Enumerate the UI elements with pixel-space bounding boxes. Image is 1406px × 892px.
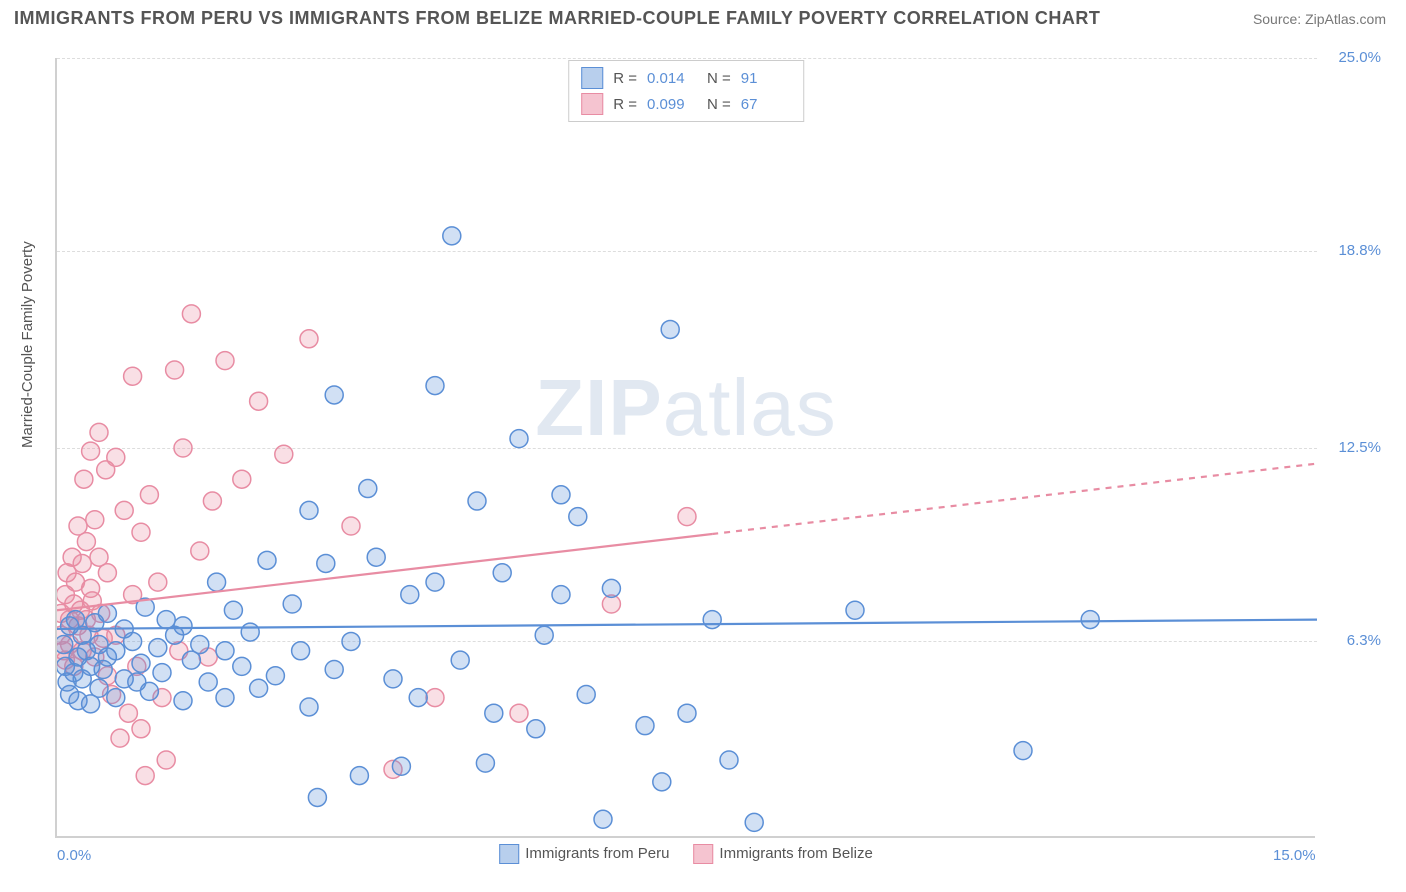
legend-swatch-peru bbox=[581, 67, 603, 89]
legend-series: Immigrants from Peru Immigrants from Bel… bbox=[499, 844, 873, 864]
legend-label-peru: Immigrants from Peru bbox=[525, 845, 669, 862]
page-title: IMMIGRANTS FROM PERU VS IMMIGRANTS FROM … bbox=[14, 8, 1100, 29]
trend-lines-layer bbox=[57, 58, 1317, 838]
stat-n-label: N = bbox=[707, 70, 731, 87]
x-tick-label: 15.0% bbox=[1273, 847, 1316, 864]
y-tick-label: 12.5% bbox=[1338, 439, 1381, 456]
legend-stats-row-belize: R = 0.099 N = 67 bbox=[581, 91, 791, 117]
stat-r-value-peru: 0.014 bbox=[647, 70, 697, 87]
y-axis-title: Married-Couple Family Poverty bbox=[19, 241, 36, 448]
legend-swatch-belize bbox=[581, 93, 603, 115]
stat-n-value-belize: 67 bbox=[741, 96, 791, 113]
y-tick-label: 18.8% bbox=[1338, 242, 1381, 259]
legend-stats-row-peru: R = 0.014 N = 91 bbox=[581, 65, 791, 91]
source-text: Source: ZipAtlas.com bbox=[1253, 11, 1386, 27]
chart-container: Married-Couple Family Poverty ZIPatlas R… bbox=[55, 58, 1385, 858]
legend-label-belize: Immigrants from Belize bbox=[719, 845, 872, 862]
stat-n-label: N = bbox=[707, 96, 731, 113]
legend-stats: R = 0.014 N = 91 R = 0.099 N = 67 bbox=[568, 60, 804, 122]
y-tick-label: 6.3% bbox=[1347, 632, 1381, 649]
trend-line bbox=[57, 534, 712, 610]
trend-line-dashed bbox=[712, 464, 1317, 534]
x-tick-label: 0.0% bbox=[57, 847, 91, 864]
stat-r-value-belize: 0.099 bbox=[647, 96, 697, 113]
legend-item-belize: Immigrants from Belize bbox=[693, 844, 872, 864]
stat-r-label: R = bbox=[613, 96, 637, 113]
trend-line bbox=[57, 620, 1317, 629]
stat-r-label: R = bbox=[613, 70, 637, 87]
plot-area: ZIPatlas R = 0.014 N = 91 R = 0.099 N = … bbox=[55, 58, 1315, 838]
legend-swatch-peru bbox=[499, 844, 519, 864]
stat-n-value-peru: 91 bbox=[741, 70, 791, 87]
legend-item-peru: Immigrants from Peru bbox=[499, 844, 669, 864]
y-tick-label: 25.0% bbox=[1338, 49, 1381, 66]
legend-swatch-belize bbox=[693, 844, 713, 864]
